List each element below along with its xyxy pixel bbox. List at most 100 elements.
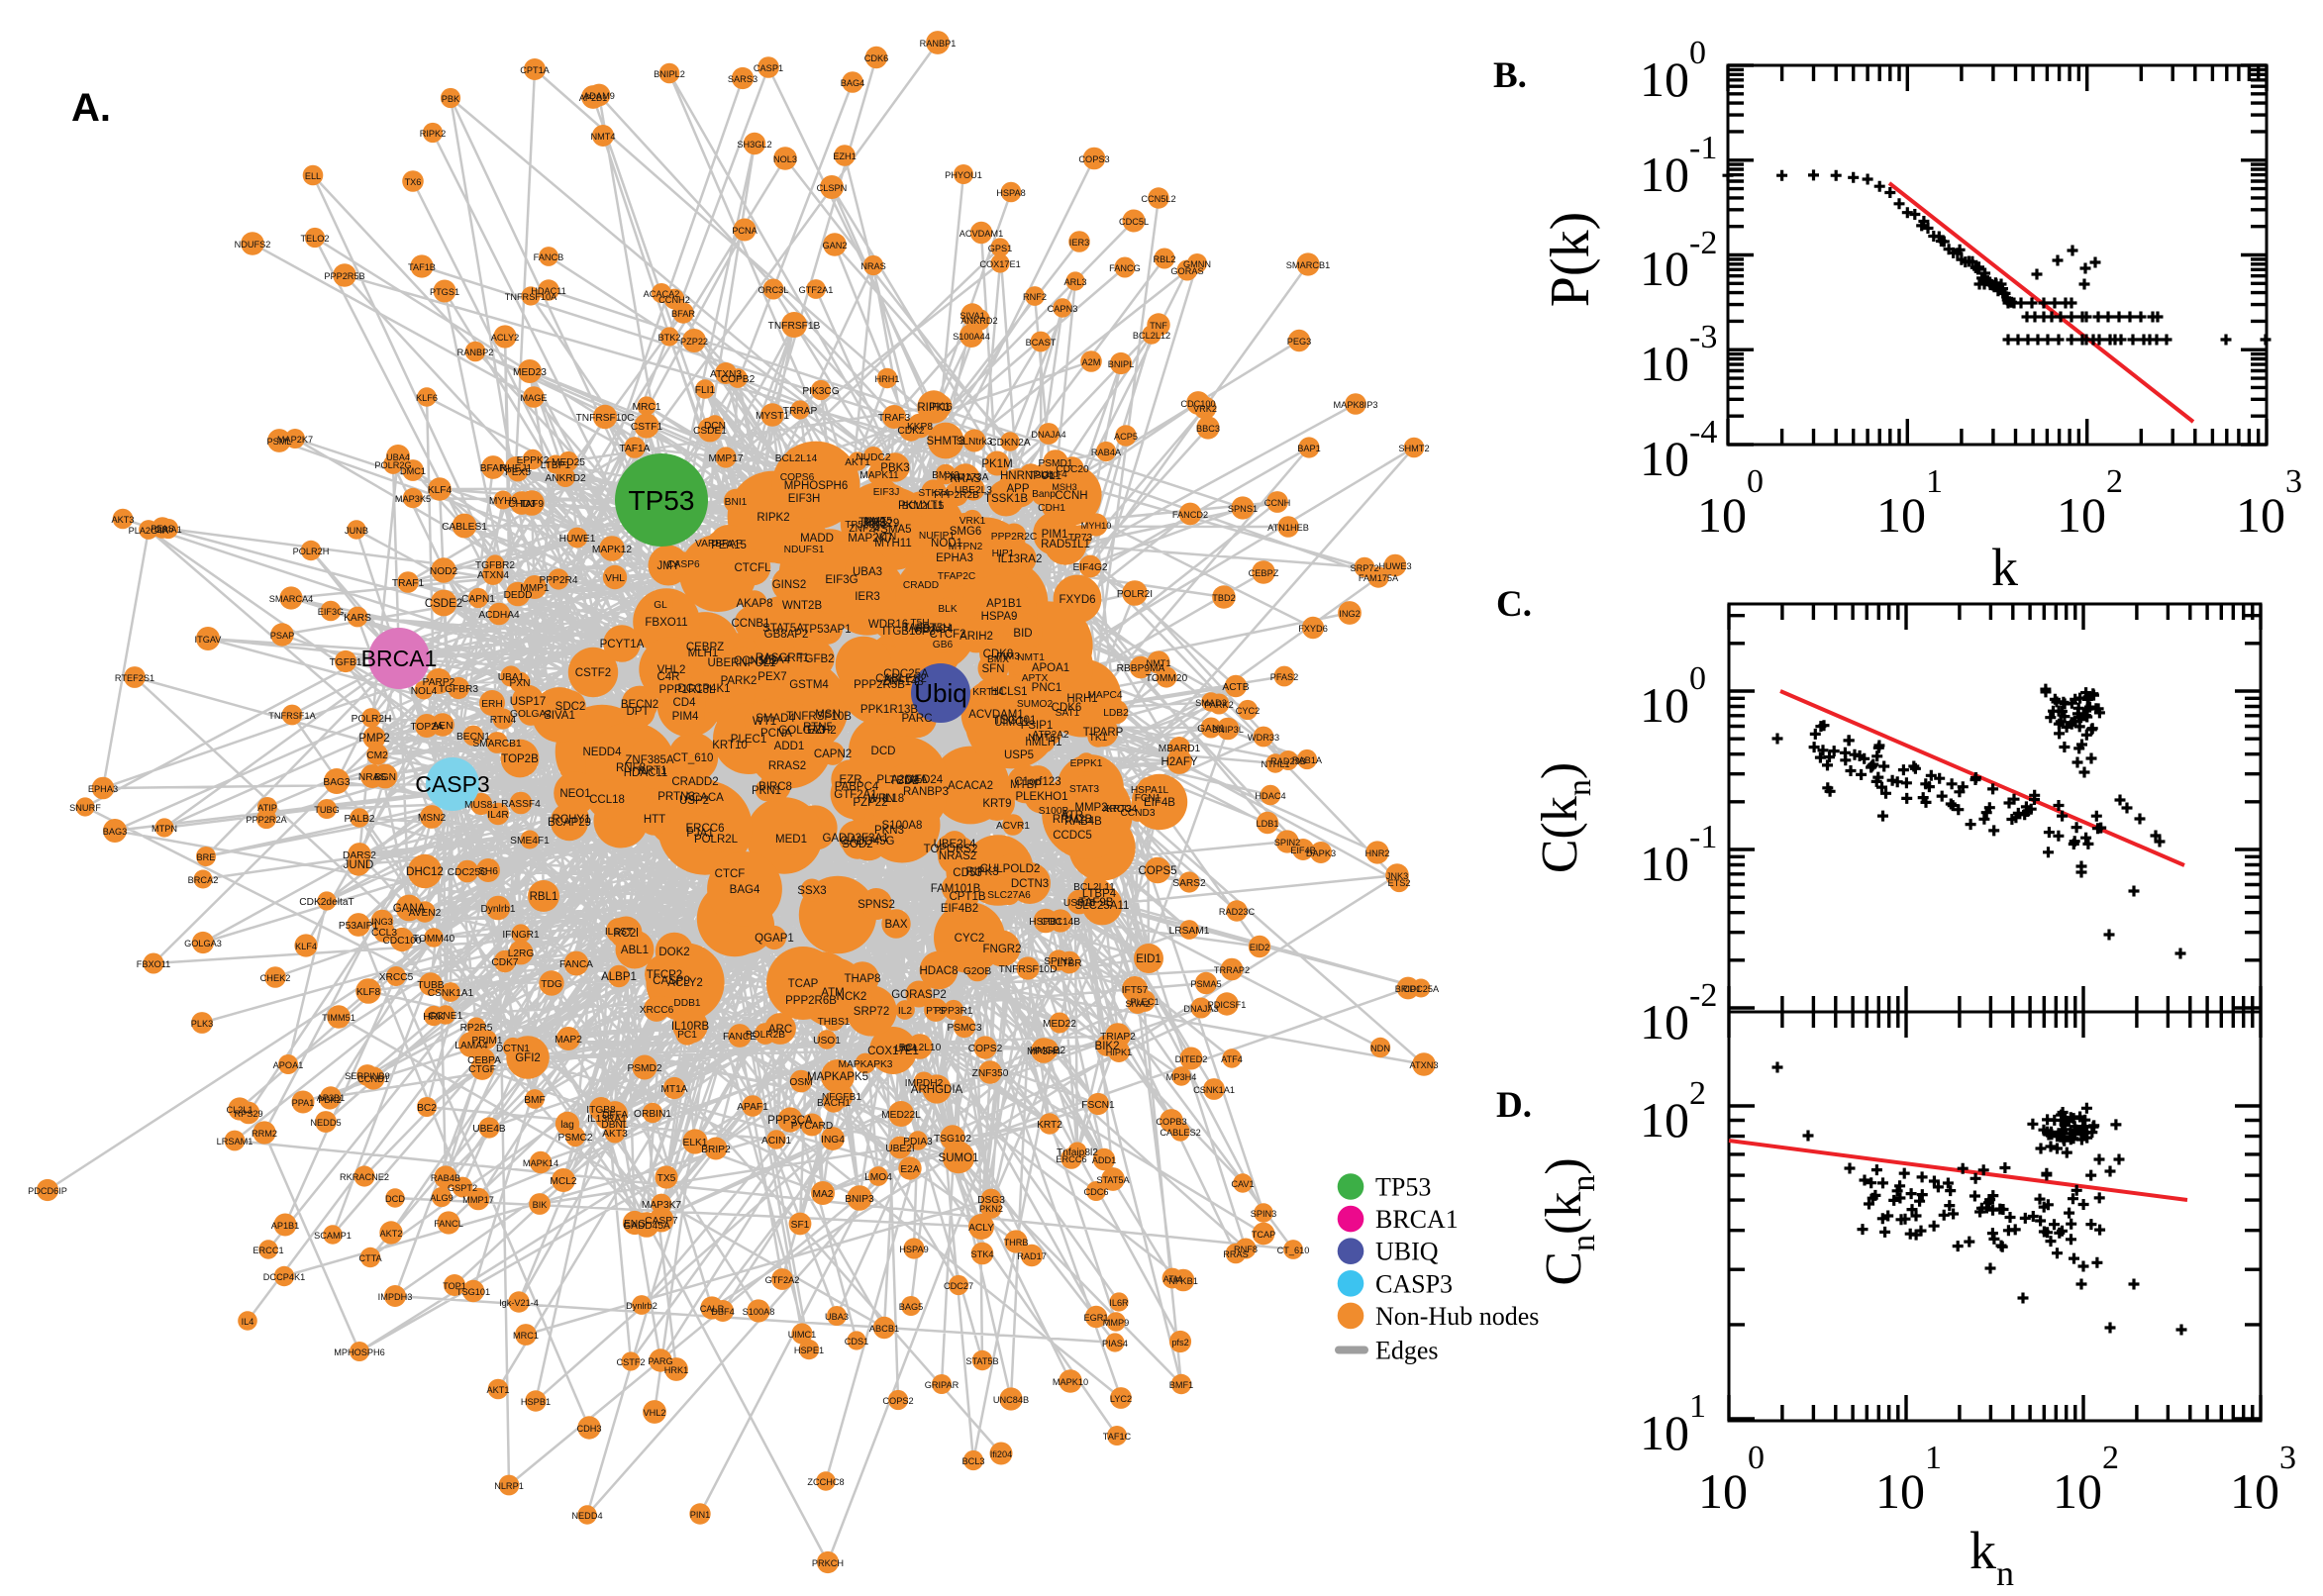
svg-text:CDC14B: CDC14B: [1041, 917, 1080, 928]
svg-text:HIP1: HIP1: [992, 549, 1015, 559]
svg-text:FSCN1: FSCN1: [1081, 1100, 1115, 1111]
svg-text:MBARD1: MBARD1: [1159, 744, 1201, 754]
svg-text:MAPC4: MAPC4: [1087, 690, 1122, 701]
svg-text:NHEJ1: NHEJ1: [500, 463, 533, 474]
svg-text:UNC84B: UNC84B: [993, 1395, 1029, 1405]
svg-text:NOD1: NOD1: [931, 538, 962, 549]
svg-text:C.: C.: [1496, 584, 1532, 625]
svg-text:PKMYT1: PKMYT1: [898, 500, 944, 512]
svg-text:AP1B1: AP1B1: [271, 1221, 300, 1231]
svg-text:CDK8: CDK8: [983, 648, 1014, 660]
svg-text:CSNK1A1: CSNK1A1: [1193, 1085, 1235, 1095]
svg-text:TDG: TDG: [541, 979, 562, 990]
svg-text:ARHGDIA: ARHGDIA: [911, 1084, 963, 1096]
svg-text:JUNB: JUNB: [345, 526, 368, 536]
svg-text:1: 1: [1926, 463, 1943, 500]
svg-text:CCND1: CCND1: [357, 1074, 389, 1084]
svg-text:TFAP2C: TFAP2C: [938, 571, 976, 582]
svg-text:Tnfaip8l2: Tnfaip8l2: [1057, 1147, 1098, 1158]
svg-text:SERPINB9: SERPINB9: [345, 1071, 389, 1081]
svg-text:SFN: SFN: [982, 663, 1005, 675]
svg-text:BCAST: BCAST: [1026, 338, 1057, 348]
svg-text:COPS5: COPS5: [1139, 865, 1177, 877]
svg-text:GAN2: GAN2: [822, 241, 847, 250]
svg-text:MPHOSPH6: MPHOSPH6: [334, 1347, 385, 1357]
svg-text:BCL3: BCL3: [962, 1456, 985, 1466]
svg-text:10: 10: [1640, 147, 1689, 202]
svg-text:PIN1: PIN1: [690, 1510, 710, 1520]
svg-text:CL2L1: CL2L1: [226, 1105, 252, 1115]
svg-text:TGFB1: TGFB1: [330, 657, 362, 668]
svg-text:ZNF385A: ZNF385A: [625, 754, 674, 766]
svg-text:ACACA2: ACACA2: [948, 780, 993, 792]
svg-text:CTCF: CTCF: [715, 868, 746, 880]
svg-text:-4: -4: [1689, 414, 1717, 450]
svg-text:MTPN2: MTPN2: [949, 542, 983, 552]
svg-text:WNT2B: WNT2B: [782, 600, 823, 612]
svg-text:TNFRSF1A: TNFRSF1A: [268, 711, 316, 721]
svg-text:VARBRAP: VARBRAP: [695, 539, 743, 549]
svg-text:NTHL1: NTHL1: [1261, 759, 1289, 769]
svg-text:RRM2B: RRM2B: [1053, 814, 1093, 826]
svg-text:MA2: MA2: [813, 1189, 834, 1200]
svg-text:UBA4: UBA4: [386, 452, 410, 462]
svg-text:HIPK1: HIPK1: [1106, 1047, 1133, 1057]
svg-text:RASSF4: RASSF4: [501, 799, 541, 810]
svg-text:10: 10: [2236, 487, 2285, 543]
svg-text:PLEC1: PLEC1: [1130, 997, 1159, 1007]
svg-text:EZR: EZR: [840, 774, 862, 786]
svg-text:RIPK1: RIPK1: [917, 402, 950, 414]
svg-text:SMAD4: SMAD4: [756, 713, 795, 725]
svg-text:CCNH2: CCNH2: [658, 295, 690, 305]
svg-text:HRH1: HRH1: [874, 374, 899, 384]
svg-text:SPIN2: SPIN2: [1274, 838, 1301, 848]
svg-text:POLR2H: POLR2H: [293, 547, 330, 556]
svg-text:QGAP1: QGAP1: [755, 933, 794, 945]
svg-text:3: 3: [2285, 463, 2302, 500]
svg-text:ORC3L: ORC3L: [758, 285, 789, 295]
svg-text:GFI2: GFI2: [515, 1052, 541, 1064]
svg-text:TNFRSF1B: TNFRSF1B: [768, 321, 821, 332]
svg-text:GOLGA2: GOLGA2: [510, 709, 552, 720]
svg-text:PTGS1: PTGS1: [430, 287, 459, 297]
svg-text:DOK2: DOK2: [658, 947, 689, 958]
svg-text:BFAR: BFAR: [671, 309, 695, 319]
svg-text:AVEN2: AVEN2: [409, 908, 442, 919]
svg-text:PPP2R5B: PPP2R5B: [854, 679, 905, 691]
svg-text:DCN: DCN: [704, 421, 726, 432]
svg-text:ATR: ATR: [1061, 810, 1083, 822]
svg-text:HDAC11: HDAC11: [624, 767, 668, 779]
svg-text:XRCC4: XRCC4: [1103, 804, 1138, 815]
svg-text:GORASP2: GORASP2: [891, 989, 947, 1001]
svg-text:XRCC6: XRCC6: [640, 1005, 674, 1016]
svg-text:hMLH1: hMLH1: [1025, 737, 1061, 748]
svg-text:RTEF2S1: RTEF2S1: [115, 673, 154, 683]
svg-text:TP73: TP73: [1068, 533, 1093, 544]
svg-text:CD53: CD53: [953, 867, 981, 879]
svg-text:BECN1: BECN1: [456, 732, 490, 743]
svg-text:MAPKAPK3: MAPKAPK3: [839, 1059, 893, 1070]
svg-text:TNFRSF10D: TNFRSF10D: [999, 964, 1058, 975]
svg-text:HSPB1: HSPB1: [1029, 917, 1062, 928]
svg-text:LDB2: LDB2: [1103, 708, 1129, 719]
svg-text:C1orf123: C1orf123: [1014, 776, 1060, 788]
svg-text:MAPK8IP3: MAPK8IP3: [1334, 400, 1378, 410]
svg-text:CDC100: CDC100: [1180, 399, 1215, 409]
svg-text:CDC100: CDC100: [382, 936, 421, 947]
svg-text:ITGAV: ITGAV: [195, 635, 223, 645]
svg-text:SMARCB1: SMARCB1: [1286, 260, 1330, 270]
svg-text:TIMM51: TIMM51: [322, 1013, 355, 1023]
svg-text:RAD23B: RAD23B: [1270, 756, 1306, 766]
svg-text:ARIH2: ARIH2: [960, 631, 993, 643]
svg-text:VTN: VTN: [876, 532, 896, 543]
svg-text:BNIP3L: BNIP3L: [1212, 725, 1244, 735]
svg-text:DEDD: DEDD: [504, 590, 533, 601]
svg-text:MAGE: MAGE: [520, 393, 547, 403]
svg-text:THRB: THRB: [1003, 1238, 1028, 1247]
svg-text:PIM4: PIM4: [672, 711, 699, 723]
svg-text:BAG4: BAG4: [841, 78, 865, 88]
svg-text:PRIM1: PRIM1: [471, 1036, 502, 1047]
svg-text:RAD23C: RAD23C: [1219, 907, 1256, 917]
svg-text:NOD2: NOD2: [430, 566, 458, 577]
svg-text:CDC6: CDC6: [1083, 1187, 1108, 1197]
